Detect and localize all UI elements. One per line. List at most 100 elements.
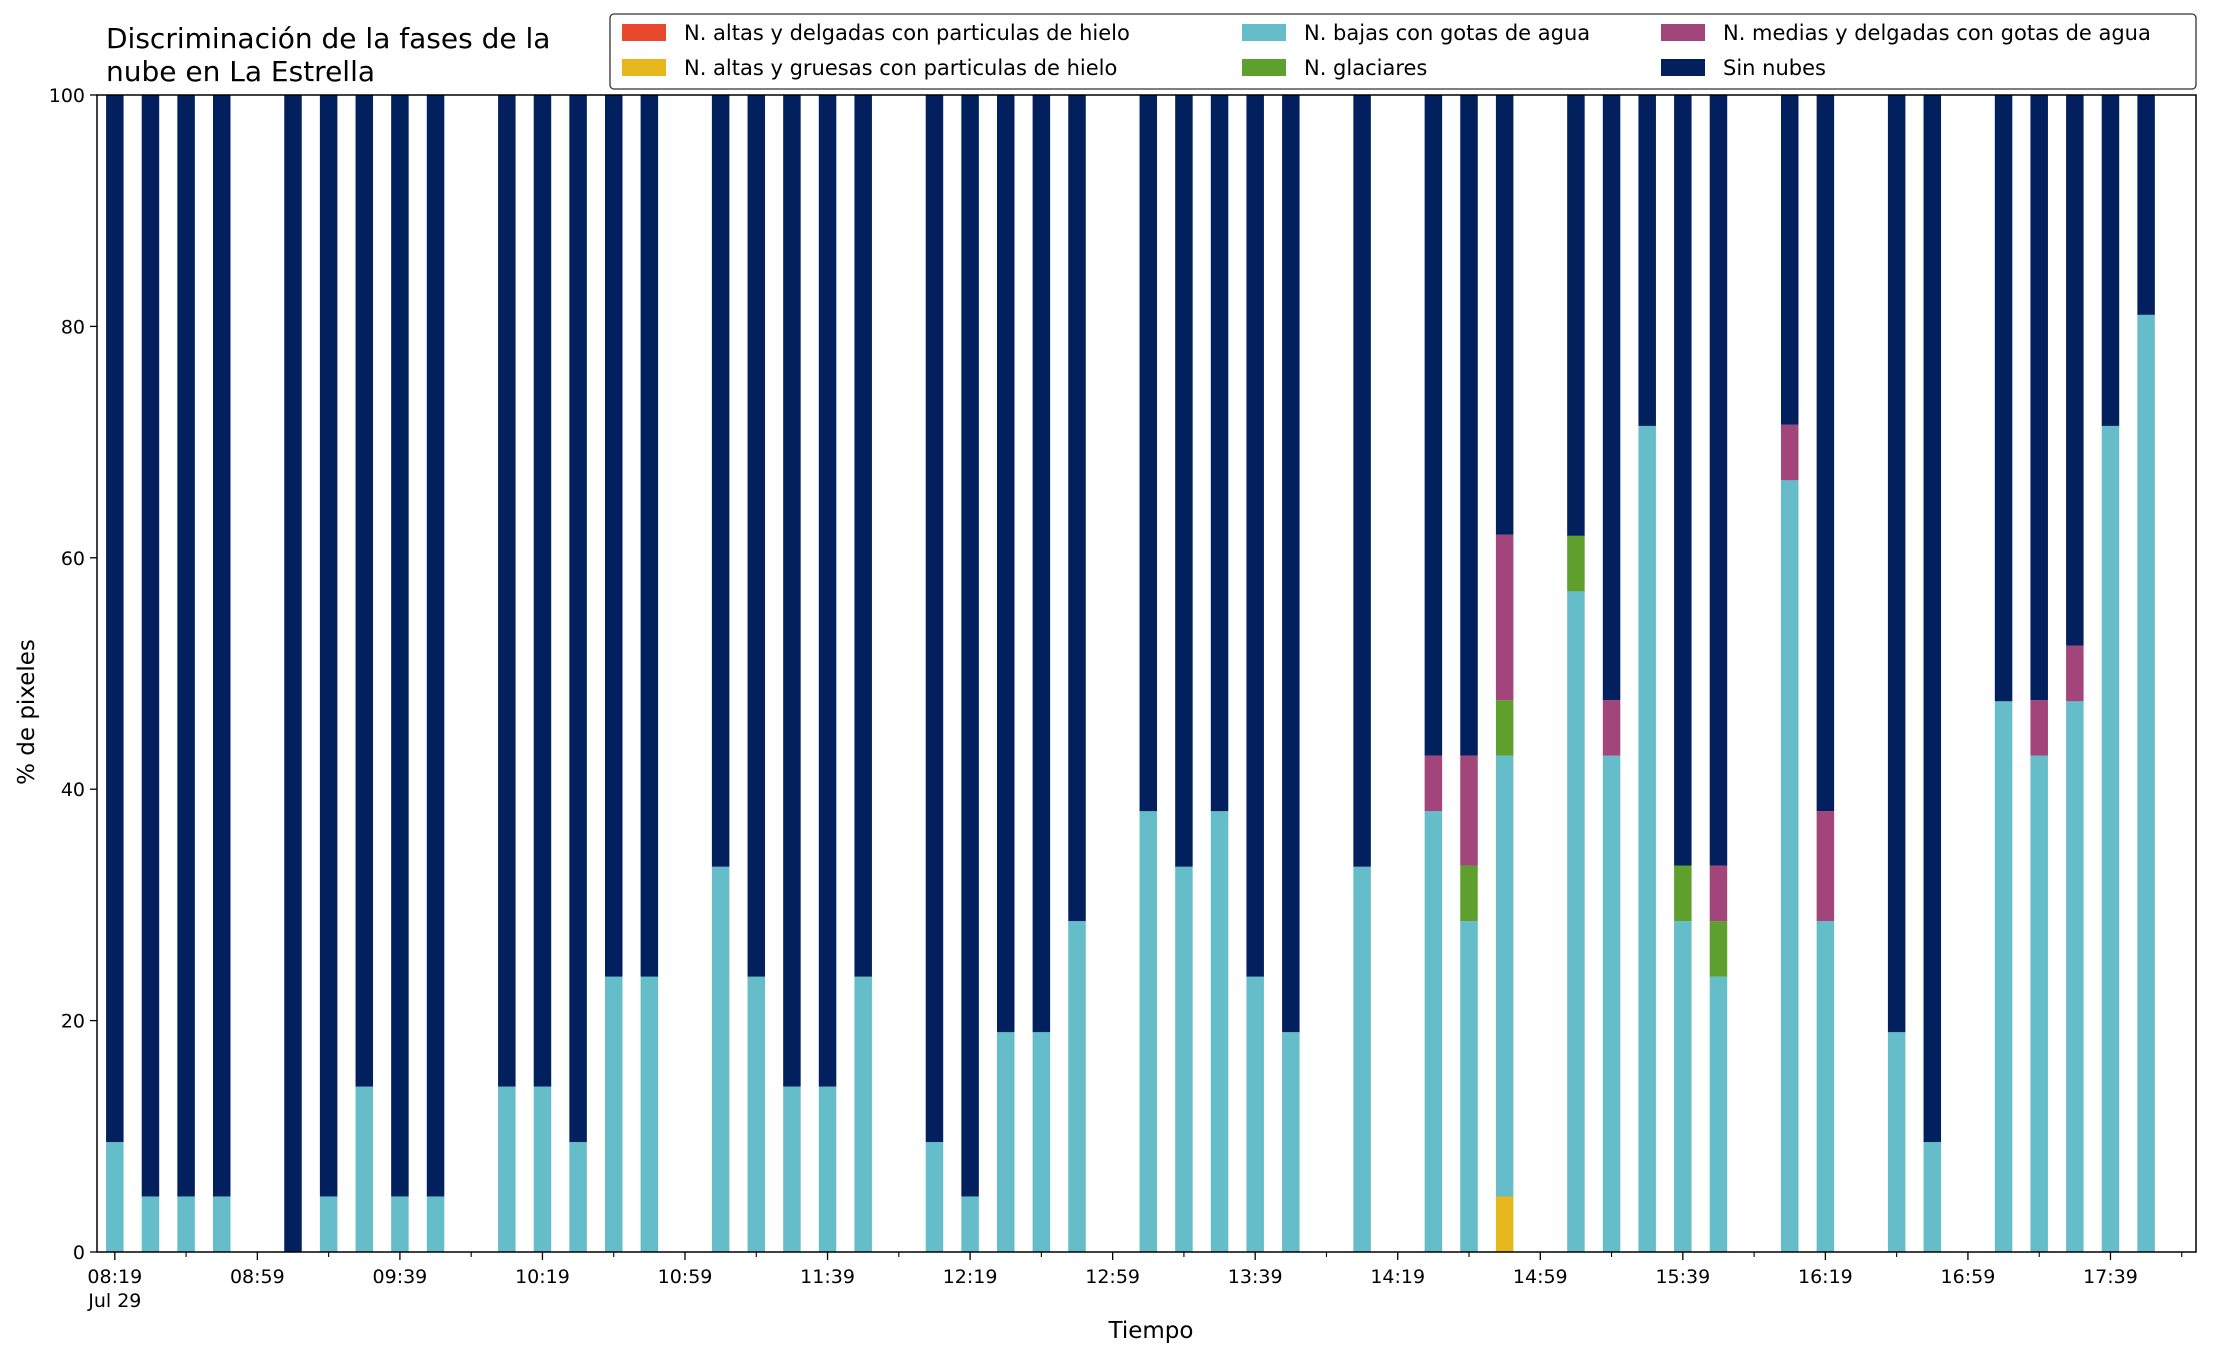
x-tick-label: 12:19 [943, 1266, 998, 1288]
legend-label-n-altas-y-delgadas-con-particulas-de-hielo: N. altas y delgadas con particulas de hi… [684, 21, 1130, 45]
bar-segment-n-bajas-con-gotas-de-agua-1739 [2101, 425, 2120, 1252]
x-tick-label: 12:59 [1085, 1266, 1140, 1288]
bar-segment-n-bajas-con-gotas-de-agua-1649 [1923, 1142, 1942, 1252]
bar-segment-sin-nubes-1609 [1780, 95, 1799, 425]
bar-segment-sin-nubes-1149 [854, 95, 872, 977]
bar-segment-n-bajas-con-gotas-de-agua-1429 [1424, 811, 1443, 1252]
bar-segment-sin-nubes-1009 [498, 95, 516, 1087]
bar-segment-n-glaciares-1439 [1460, 865, 1478, 922]
bar-segment-sin-nubes-1749 [2137, 95, 2155, 315]
bar-segment-sin-nubes-1129 [783, 95, 801, 1087]
bar-segment-sin-nubes-0939 [391, 95, 409, 1197]
bar-segment-n-bajas-con-gotas-de-agua-1309 [1139, 811, 1158, 1252]
chart-title-text: Discriminación de la fases de la nube en … [106, 22, 550, 88]
bar-segment-n-bajas-con-gotas-de-agua-0839 [177, 1196, 195, 1252]
bar-segment-sin-nubes-1619 [1816, 95, 1835, 812]
x-tick-label: 14:59 [1513, 1266, 1568, 1288]
bar-segment-sin-nubes-0829 [141, 95, 160, 1197]
bar-segment-sin-nubes-1219 [961, 95, 979, 1197]
bar-segment-n-bajas-con-gotas-de-agua-0829 [141, 1196, 160, 1252]
legend: N. altas y delgadas con particulas de hi… [609, 13, 2197, 90]
bar-segment-n-altas-y-gruesas-con-particulas-de-hielo-1449 [1495, 1196, 1514, 1252]
bars-layer [106, 95, 2155, 1253]
bar-segment-n-bajas-con-gotas-de-agua-1329 [1210, 811, 1229, 1252]
bar-segment-sin-nubes-1719 [2030, 95, 2048, 701]
bar-segment-n-bajas-con-gotas-de-agua-1709 [1994, 701, 2013, 1252]
x-tick-label: 08:19 [87, 1266, 142, 1288]
bar-segment-n-glaciares-1549 [1709, 921, 1728, 977]
bar-segment-sin-nubes-1709 [1994, 95, 2013, 702]
bar-segment-n-bajas-con-gotas-de-agua-1009 [498, 1086, 516, 1252]
bar-segment-sin-nubes-1649 [1923, 95, 1942, 1143]
bar-segment-n-bajas-con-gotas-de-agua-1339 [1246, 976, 1264, 1252]
bar-segment-n-bajas-con-gotas-de-agua-1109 [711, 866, 730, 1252]
bar-segment-sin-nubes-1409 [1353, 95, 1371, 867]
bar-segment-sin-nubes-1729 [2066, 95, 2084, 646]
bar-segment-sin-nubes-0849 [212, 95, 231, 1197]
bar-segment-sin-nubes-1449 [1495, 95, 1514, 535]
bar-segment-n-bajas-con-gotas-de-agua-1409 [1353, 866, 1371, 1252]
plot-frame [96, 94, 2197, 1253]
bar-segment-sin-nubes-1029 [569, 95, 587, 1143]
x-tick-label: 09:39 [373, 1266, 428, 1288]
bar-segment-sin-nubes-0929 [355, 95, 374, 1087]
x-tick-label: 13:39 [1228, 1266, 1283, 1288]
bar-segment-n-medias-y-delgadas-con-gotas-de-agua-1519 [1602, 700, 1621, 756]
x-tick-sublabel: Jul 29 [87, 1290, 141, 1312]
bar-segment-n-glaciares-1449 [1495, 700, 1514, 756]
bar-segment-sin-nubes-1239 [1032, 95, 1051, 1033]
legend-label-sin-nubes: Sin nubes [1723, 56, 1826, 80]
x-axis-label: Tiempo [1108, 1318, 1194, 1344]
bar-segment-n-medias-y-delgadas-con-gotas-de-agua-1719 [2030, 700, 2048, 756]
x-tick-label: 16:19 [1798, 1266, 1853, 1288]
legend-label-n-medias-y-delgadas-con-gotas-de-agua: N. medias y delgadas con gotas de agua [1723, 21, 2151, 45]
legend-swatch-n-medias-y-delgadas-con-gotas-de-agua [1661, 24, 1705, 41]
bar-segment-sin-nubes-1019 [533, 95, 552, 1087]
bar-segment-n-bajas-con-gotas-de-agua-0939 [391, 1196, 409, 1252]
bar-segment-n-medias-y-delgadas-con-gotas-de-agua-1619 [1816, 811, 1835, 922]
bar-segment-n-bajas-con-gotas-de-agua-1349 [1282, 1032, 1300, 1252]
bar-segment-n-bajas-con-gotas-de-agua-1229 [996, 1032, 1015, 1252]
bar-segment-n-bajas-con-gotas-de-agua-1119 [747, 976, 766, 1252]
y-tick-label: 100 [49, 85, 85, 107]
x-tick-label: 14:19 [1370, 1266, 1425, 1288]
bar-segment-n-bajas-con-gotas-de-agua-1129 [783, 1086, 801, 1252]
bar-segment-sin-nubes-1539 [1674, 95, 1692, 866]
bar-segment-sin-nubes-1429 [1424, 95, 1443, 756]
bar-segment-n-bajas-con-gotas-de-agua-1609 [1780, 480, 1799, 1252]
bar-segment-n-medias-y-delgadas-con-gotas-de-agua-1729 [2066, 645, 2084, 702]
bar-segment-sin-nubes-1509 [1567, 95, 1585, 536]
y-tick-label: 40 [61, 779, 85, 801]
x-tick-label: 15:39 [1655, 1266, 1710, 1288]
bar-segment-n-bajas-con-gotas-de-agua-1319 [1175, 866, 1193, 1252]
bar-segment-sin-nubes-1639 [1887, 95, 1906, 1033]
bar-segment-n-bajas-con-gotas-de-agua-1539 [1674, 921, 1692, 1252]
legend-box [609, 13, 2197, 90]
legend-label-n-altas-y-gruesas-con-particulas-de-hielo: N. altas y gruesas con particulas de hie… [684, 56, 1117, 80]
bar-segment-sin-nubes-1349 [1282, 95, 1300, 1033]
bar-segment-sin-nubes-0919 [319, 95, 338, 1197]
bar-segment-n-bajas-con-gotas-de-agua-1149 [854, 976, 872, 1252]
bar-segment-sin-nubes-1039 [604, 95, 623, 977]
bar-segment-sin-nubes-0909 [284, 95, 302, 1252]
bar-segment-n-bajas-con-gotas-de-agua-0819 [106, 1142, 124, 1252]
bar-segment-sin-nubes-1209 [925, 95, 944, 1143]
legend-label-n-bajas-con-gotas-de-agua: N. bajas con gotas de agua [1304, 21, 1590, 45]
bar-segment-sin-nubes-1739 [2101, 95, 2120, 426]
bar-segment-sin-nubes-0839 [177, 95, 195, 1197]
bar-segment-n-bajas-con-gotas-de-agua-1139 [818, 1086, 837, 1252]
bar-segment-n-bajas-con-gotas-de-agua-1639 [1887, 1032, 1906, 1252]
bar-segment-n-medias-y-delgadas-con-gotas-de-agua-1439 [1460, 755, 1478, 866]
bar-segment-sin-nubes-1049 [640, 95, 659, 977]
bar-segment-n-medias-y-delgadas-con-gotas-de-agua-1549 [1709, 865, 1728, 922]
legend-swatch-n-altas-y-delgadas-con-particulas-de-hielo [622, 24, 666, 41]
legend-swatch-n-bajas-con-gotas-de-agua [1242, 24, 1286, 41]
bar-segment-n-bajas-con-gotas-de-agua-1029 [569, 1142, 587, 1252]
bar-segment-n-bajas-con-gotas-de-agua-0849 [212, 1196, 231, 1252]
bar-segment-sin-nubes-0819 [106, 95, 124, 1143]
bar-segment-sin-nubes-1309 [1139, 95, 1158, 812]
bar-segment-n-bajas-con-gotas-de-agua-1039 [604, 976, 623, 1252]
bar-segment-n-bajas-con-gotas-de-agua-1049 [640, 976, 659, 1252]
